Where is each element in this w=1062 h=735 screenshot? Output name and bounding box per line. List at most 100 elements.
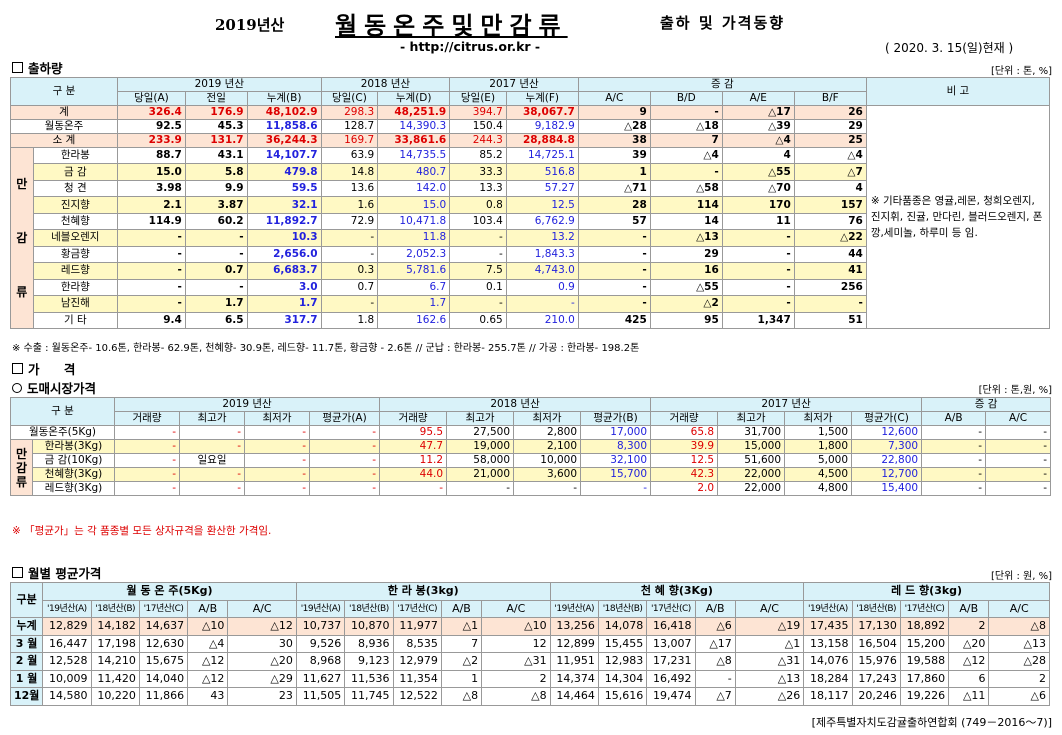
table-row: 누계 12,829 14,182 14,637 △10 △12 10,737 10,870 11… <box>9 617 1050 636</box>
cell-value: - <box>721 262 795 280</box>
cell-value: - <box>116 295 186 313</box>
col-vol: 거래량 <box>114 411 181 426</box>
cell-value: 7.5 <box>449 262 507 280</box>
sub-header: '18년산(B) <box>851 599 901 618</box>
cell-value: 14,210 <box>90 652 140 671</box>
table-row: 레드향(3Kg) - - - - - - - -2.0 22,000 4,800 15,400- - <box>11 481 1052 496</box>
cell-value: 17,243 <box>851 669 901 688</box>
cell-value: 480.7 <box>377 163 451 181</box>
cell-value: - <box>694 669 736 688</box>
cell-value: - <box>513 481 582 496</box>
cell-value: 8,535 <box>392 634 442 653</box>
remark-cell: ※ 기타품종은 영귤,레몬, 청희오렌지, 진지휘, 진귤, 만다린, 블러드오… <box>865 105 1051 329</box>
row-name: 3 월 <box>9 634 44 653</box>
cell-value: 22,000 <box>717 481 786 496</box>
cell-value: - <box>116 278 186 297</box>
cell-value: △6 <box>988 687 1050 706</box>
cell-value: 16,418 <box>646 617 696 636</box>
cell-value: △8 <box>481 687 551 706</box>
cell-value: 30 <box>227 634 297 653</box>
checkbox-square-icon <box>12 363 23 374</box>
cell-value: 150.4 <box>449 119 507 134</box>
page-subtitle: 출하 및 가격동향 <box>660 14 786 32</box>
cell-value: 17,000 <box>580 425 652 440</box>
cell-value: △4 <box>793 146 867 165</box>
cell-value: 47.7 <box>379 439 448 454</box>
row-name: 한라봉(3Kg) <box>31 439 116 454</box>
cell-value: 7 <box>440 634 483 653</box>
cell-value: 27,500 <box>446 425 515 440</box>
cell-value: 2,100 <box>513 439 582 454</box>
sub-header: '19년산(A) <box>549 599 599 618</box>
cell-value: 516.8 <box>505 163 579 181</box>
cell-value: 13,158 <box>803 634 853 653</box>
cell-value: 0.3 <box>320 262 379 280</box>
cell-value: - <box>921 467 987 482</box>
cell-value: 3.0 <box>246 278 322 297</box>
cell-value: △20 <box>227 652 297 671</box>
cell-value: 128.7 <box>320 119 379 134</box>
cell-value: 8,936 <box>344 634 394 653</box>
cell-value: - <box>244 453 311 468</box>
site-url[interactable]: - http://citrus.or.kr - <box>400 39 541 54</box>
cell-value: 72.9 <box>320 212 379 231</box>
col-day-a: 당일(A) <box>116 91 186 106</box>
shipment-note: ※ 수출 : 월동온주- 10.6톤, 한라봉- 62.9톤, 천혜향- 30.… <box>12 343 640 354</box>
cell-value: △4 <box>649 146 723 165</box>
cell-value: 16,447 <box>42 634 92 653</box>
col-ae: A/E <box>721 91 795 106</box>
cell-value: 1,500 <box>784 425 853 440</box>
cell-value: 1.8 <box>320 311 379 330</box>
cell-value: 17,860 <box>899 669 950 688</box>
cell-value: 일요일 <box>179 453 246 468</box>
cell-value: △31 <box>734 652 805 671</box>
table-row: 천혜향(3Kg) - - - -44.0 21,000 3,600 15,700 42.3 22,… <box>11 467 1052 482</box>
row-name: 금 감 <box>32 163 118 181</box>
cell-value: 12,700 <box>851 467 923 482</box>
cell-value: 3.98 <box>116 179 186 198</box>
cell-value: 169.7 <box>320 133 379 148</box>
cell-value: - <box>449 245 507 264</box>
cell-value: 17,130 <box>851 617 901 636</box>
table-row: 남진해 -1.7 1.7-1.7- - - △2- - <box>11 295 1050 313</box>
cell-value: △26 <box>734 687 805 706</box>
cell-value: 14,735.5 <box>377 146 451 165</box>
sub-header: A/B <box>948 599 990 618</box>
cell-value: 5.8 <box>184 163 248 181</box>
cell-value: 44 <box>793 245 867 264</box>
cell-value: 176.9 <box>184 105 248 120</box>
cell-value: 43.1 <box>184 146 248 165</box>
sub-header: '19년산(A) <box>42 599 92 618</box>
cell-value: 5,781.6 <box>377 262 451 280</box>
sub-header: '17년산(C) <box>899 599 950 618</box>
section-price-title: 가 격 <box>12 359 85 378</box>
table-row: 황금향 - -2,656.0-2,052.3-1,843.3-29-44 <box>11 245 1050 264</box>
cell-value: 18,117 <box>803 687 853 706</box>
sub-header: '19년산(A) <box>803 599 853 618</box>
cell-value: 36,244.3 <box>246 133 322 148</box>
cell-value: 14,637 <box>138 617 189 636</box>
sub-header: A/C <box>988 599 1050 618</box>
cell-value: 32,100 <box>580 453 652 468</box>
cell-value: - <box>184 278 248 297</box>
group-header: 천 혜 향(3Kg) <box>549 582 805 601</box>
cell-value: 14,464 <box>549 687 599 706</box>
row-name: 천혜향 <box>32 212 118 231</box>
cell-value: 11,745 <box>344 687 394 706</box>
section-shipment-label: 출하량 <box>28 61 63 76</box>
row-name: 12월 <box>9 687 44 706</box>
cell-value: 11,505 <box>295 687 346 706</box>
cell-value: 31,700 <box>717 425 786 440</box>
cell-value: 1,347 <box>721 311 795 330</box>
cell-value: 6.7 <box>377 278 451 297</box>
cell-value: 244.3 <box>449 133 507 148</box>
table-row: 레드향 -0.7 6,683.7 0.3 5,781.6 7.5 4,743.0-16-41 <box>11 262 1050 280</box>
col-2018: 2018 년산 <box>379 397 652 412</box>
cell-value: 162.6 <box>377 311 451 330</box>
cell-value: △6 <box>694 617 736 636</box>
cell-value: △11 <box>948 687 990 706</box>
cell-value: - <box>921 453 987 468</box>
cell-value: 10,009 <box>42 669 92 688</box>
row-name: 남진해 <box>32 295 118 313</box>
cell-value: 19,474 <box>646 687 696 706</box>
